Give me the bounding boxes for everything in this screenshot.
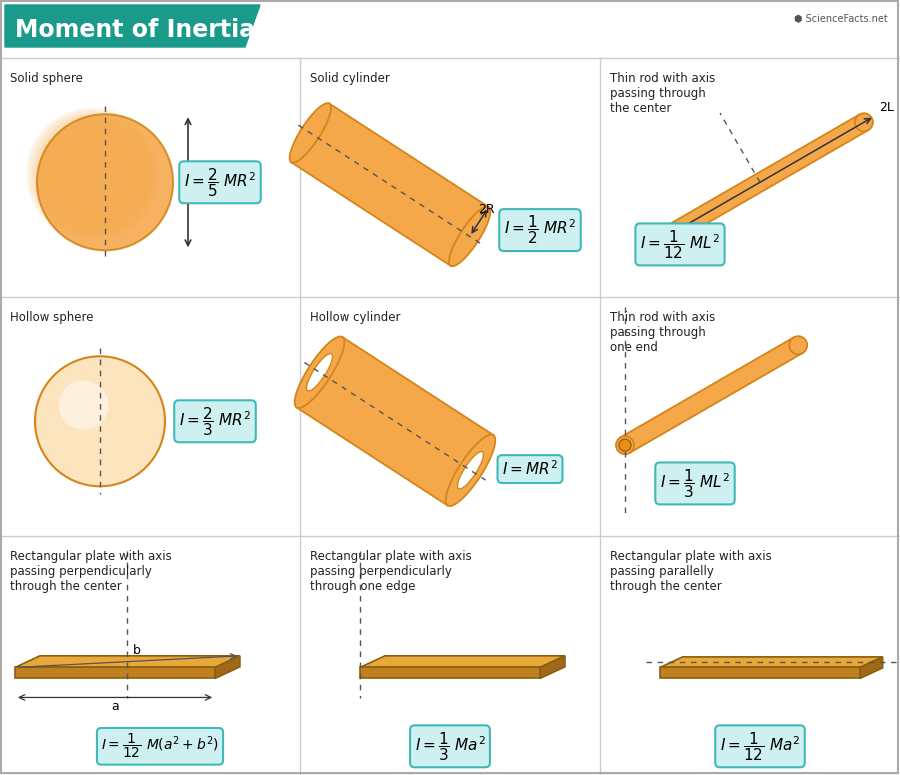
Circle shape [78,157,123,202]
Text: $I = \dfrac{1}{12}\ Ma^2$: $I = \dfrac{1}{12}\ Ma^2$ [720,730,800,763]
Text: Rectangular plate with axis
passing parallelly
through the center: Rectangular plate with axis passing para… [610,550,772,593]
Text: $I = MR^2$: $I = MR^2$ [502,460,558,478]
Text: Thin rod with axis
passing through
the center: Thin rod with axis passing through the c… [610,72,716,115]
Circle shape [63,143,134,213]
Text: b: b [132,644,140,656]
Ellipse shape [446,435,495,506]
Polygon shape [297,337,493,505]
Circle shape [855,113,873,131]
Text: 2R: 2R [478,203,494,216]
Polygon shape [620,337,803,453]
Text: Hollow sphere: Hollow sphere [10,311,94,324]
Circle shape [76,155,125,204]
Text: Solid sphere: Solid sphere [10,72,83,85]
Polygon shape [540,656,565,678]
Circle shape [42,122,148,229]
Circle shape [84,162,120,198]
Ellipse shape [294,336,345,408]
Circle shape [55,135,140,219]
Polygon shape [860,657,883,678]
Text: Thin rod with axis
passing through
one end: Thin rod with axis passing through one e… [610,311,716,354]
Circle shape [789,336,807,354]
Circle shape [37,114,173,250]
Text: a: a [111,701,119,714]
Circle shape [647,233,665,251]
Circle shape [59,381,109,429]
Circle shape [71,150,129,208]
Circle shape [50,130,143,223]
Circle shape [44,125,147,227]
Text: Moment of Inertia: Moment of Inertia [15,18,255,42]
Circle shape [74,153,127,205]
Polygon shape [652,115,868,250]
Polygon shape [215,656,240,678]
Text: $I = \dfrac{1}{12}\ ML^2$: $I = \dfrac{1}{12}\ ML^2$ [640,228,720,261]
Polygon shape [660,657,883,667]
Circle shape [47,127,145,226]
Circle shape [66,145,132,212]
Circle shape [94,172,112,190]
Polygon shape [660,667,860,678]
Text: Rectangular plate with axis
passing perpendicularly
through one edge: Rectangular plate with axis passing perp… [310,550,472,593]
Circle shape [37,118,152,233]
Polygon shape [360,656,565,667]
Circle shape [35,356,165,486]
Circle shape [34,115,154,235]
Text: 2R: 2R [194,176,211,189]
Text: Hollow cylinder: Hollow cylinder [310,311,400,324]
Ellipse shape [307,353,332,391]
Text: ⬢ ScienceFacts.net: ⬢ ScienceFacts.net [794,13,888,23]
Ellipse shape [290,103,331,163]
Circle shape [619,439,631,451]
Polygon shape [292,104,489,266]
Circle shape [89,167,116,194]
Circle shape [97,175,111,188]
Circle shape [86,165,118,196]
Ellipse shape [457,452,483,489]
Circle shape [616,436,634,454]
Circle shape [103,180,107,184]
Circle shape [81,160,122,200]
Circle shape [40,120,150,231]
Circle shape [29,110,158,239]
Polygon shape [360,667,540,678]
Text: Solid cylinder: Solid cylinder [310,72,390,85]
Text: Rectangular plate with axis
passing perpendicularly
through the center: Rectangular plate with axis passing perp… [10,550,172,593]
Text: $I = \dfrac{1}{2}\ MR^2$: $I = \dfrac{1}{2}\ MR^2$ [504,214,576,246]
Text: $I = \dfrac{1}{12}\ M(a^2 + b^2)$: $I = \dfrac{1}{12}\ M(a^2 + b^2)$ [101,732,219,760]
Circle shape [32,112,156,237]
Polygon shape [5,5,260,47]
Text: $I = \dfrac{1}{3}\ ML^2$: $I = \dfrac{1}{3}\ ML^2$ [660,467,730,500]
Text: $I = \dfrac{2}{5}\ MR^2$: $I = \dfrac{2}{5}\ MR^2$ [184,166,256,198]
Circle shape [68,147,130,209]
Polygon shape [15,656,240,667]
Text: 2L: 2L [879,101,894,114]
Text: $I = \dfrac{2}{3}\ MR^2$: $I = \dfrac{2}{3}\ MR^2$ [179,405,251,438]
Polygon shape [15,667,215,678]
Circle shape [52,133,141,222]
Circle shape [92,170,114,192]
Circle shape [100,177,109,186]
Circle shape [26,108,159,241]
Ellipse shape [449,207,491,267]
Text: $I = \dfrac{1}{3}\ Ma^2$: $I = \dfrac{1}{3}\ Ma^2$ [415,730,485,763]
Circle shape [60,140,136,215]
Circle shape [58,137,138,217]
